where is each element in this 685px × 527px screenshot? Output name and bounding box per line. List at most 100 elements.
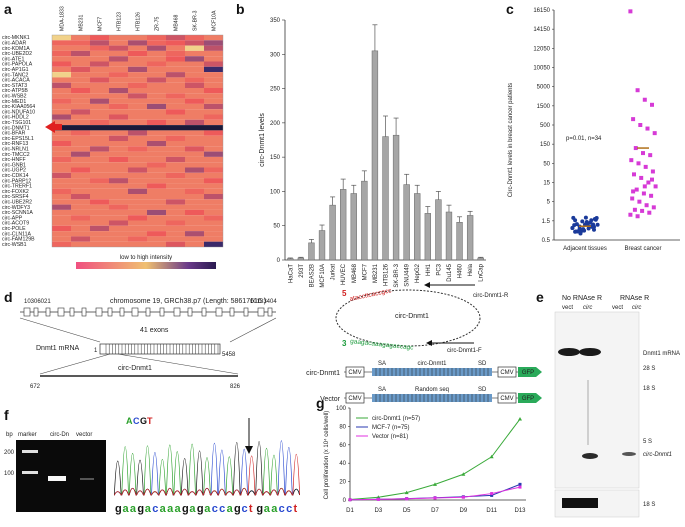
heatmap-cell xyxy=(204,35,223,41)
bar xyxy=(414,193,421,261)
x-tick-label: HH1 xyxy=(426,263,432,276)
point xyxy=(582,228,587,233)
panel-c: c 0.5 1.5 5 15 50 150 500 1500 5000 10050 12050 141… xyxy=(506,1,680,252)
heatmap-cell xyxy=(147,50,166,57)
annotation: p=0.01, n=34 xyxy=(566,136,602,142)
heatmap-colorbar: low to high intensity xyxy=(76,255,216,269)
exon xyxy=(229,307,235,317)
heatmap-cell xyxy=(128,178,147,184)
seq-letter: a xyxy=(227,503,234,515)
highlight-arrow-icon xyxy=(45,121,62,133)
exon xyxy=(187,307,193,317)
heatmap-cell xyxy=(71,204,90,210)
heatmap-cell xyxy=(128,103,147,110)
heatmap-border xyxy=(51,34,224,248)
heatmap-cell xyxy=(52,109,71,115)
heatmap-cell xyxy=(147,162,166,168)
circ-zoom-left xyxy=(39,353,111,375)
group1-label: No RNAse R xyxy=(562,295,602,302)
heatmap-cell xyxy=(90,61,109,67)
x-tick-label: HUVEC xyxy=(341,263,347,285)
heatmap-cell xyxy=(71,88,90,94)
heatmap-cell xyxy=(52,77,71,83)
heatmap-cell xyxy=(90,88,109,94)
panel-d-label: d xyxy=(4,289,13,305)
heatmap-column-labels: MDA-1833 MB231 MCF7 HTB123 HTB126 ZR-75 MB468 S… xyxy=(60,6,218,31)
northern-blot xyxy=(554,311,640,489)
heatmap-cell xyxy=(166,109,185,115)
x-tick-label: D3 xyxy=(374,508,382,514)
heatmap-cell xyxy=(185,146,204,152)
panel-b: b 0 50 100 150 200 250 300 350 circ-Dnmt1 levels… xyxy=(236,1,486,288)
heatmap-cell xyxy=(147,204,166,210)
point xyxy=(589,218,594,223)
exon xyxy=(267,307,273,317)
heatmap-cell xyxy=(71,188,90,194)
heatmap-cell xyxy=(147,125,166,131)
heatmap-cell xyxy=(185,167,204,173)
heatmap-cell xyxy=(109,199,128,205)
row-label: circ-WDFY3 xyxy=(2,205,30,211)
row-label: circ-KDM1A xyxy=(2,46,30,52)
heatmap-cell xyxy=(147,114,166,120)
marker-band-100 xyxy=(22,471,38,474)
heatmap-cell xyxy=(185,178,204,184)
row-label: circ-RNF13 xyxy=(2,141,28,147)
heatmap-cell xyxy=(147,167,166,173)
circrna-circle xyxy=(335,289,481,347)
vector-name: Vector xyxy=(320,396,341,403)
point xyxy=(650,169,655,174)
heatmap-cell xyxy=(128,199,147,205)
band-label-circ: circ-Dnmt1 xyxy=(643,452,672,458)
heatmap-cell xyxy=(185,82,204,88)
x-tick-label: Adjacent tissues xyxy=(563,246,607,252)
bar xyxy=(329,204,336,261)
heatmap-cell xyxy=(185,188,204,194)
heatmap-cell xyxy=(90,93,109,99)
heatmap-cell xyxy=(166,194,185,200)
heatmap-cell xyxy=(71,225,90,232)
bar xyxy=(424,213,431,261)
heatmap-cell xyxy=(128,209,147,216)
row-label: circ-HDDL2 xyxy=(2,115,29,121)
heatmap-cell xyxy=(147,236,166,242)
heatmap-cell xyxy=(204,98,223,104)
heatmap-cell xyxy=(166,119,185,126)
row-label: circ-POLE xyxy=(2,226,26,232)
marker-band-200 xyxy=(22,450,38,453)
vector-constructs: circ-Dnmt1 CMV SA SD circ-Dnmt1 CMV GFP Vector C… xyxy=(306,361,542,404)
heatmap-cell xyxy=(109,77,128,83)
heatmap-cell xyxy=(128,50,147,57)
heatmap-cell xyxy=(147,77,166,83)
heatmap-cell xyxy=(90,204,109,210)
heatmap-cell xyxy=(52,215,71,221)
heatmap-cell xyxy=(109,119,128,126)
heatmap-cell xyxy=(166,125,185,131)
y-tick-label: 60 xyxy=(339,443,346,449)
heatmap-cell xyxy=(128,188,147,194)
y-axis-label: Circ-Dnmt1 levels in breast cancer patie… xyxy=(508,83,514,197)
exon xyxy=(95,307,103,317)
heatmap-cell xyxy=(90,183,109,189)
heatmap-cell xyxy=(109,167,128,173)
row-label: circ-APP xyxy=(2,215,23,221)
heatmap-cell xyxy=(204,135,223,141)
point xyxy=(592,227,596,232)
band-label-5s: 5 S xyxy=(643,439,652,445)
heatmap-cell xyxy=(71,199,90,205)
heatmap-cell xyxy=(109,130,128,136)
heatmap-cell xyxy=(185,88,204,94)
band-mrna-circ xyxy=(579,348,601,356)
heatmap-cell xyxy=(90,188,109,194)
point xyxy=(637,199,642,204)
heatmap-cell xyxy=(90,231,109,237)
heatmap-cell xyxy=(147,220,166,226)
seq-letter: a xyxy=(189,503,196,515)
column-label: HTB123 xyxy=(117,12,123,31)
point xyxy=(631,117,636,122)
heatmap-cell xyxy=(204,209,223,216)
column-label: HTB126 xyxy=(136,12,142,31)
seq-letter: a xyxy=(130,503,137,515)
circ-start: 672 xyxy=(30,384,41,390)
